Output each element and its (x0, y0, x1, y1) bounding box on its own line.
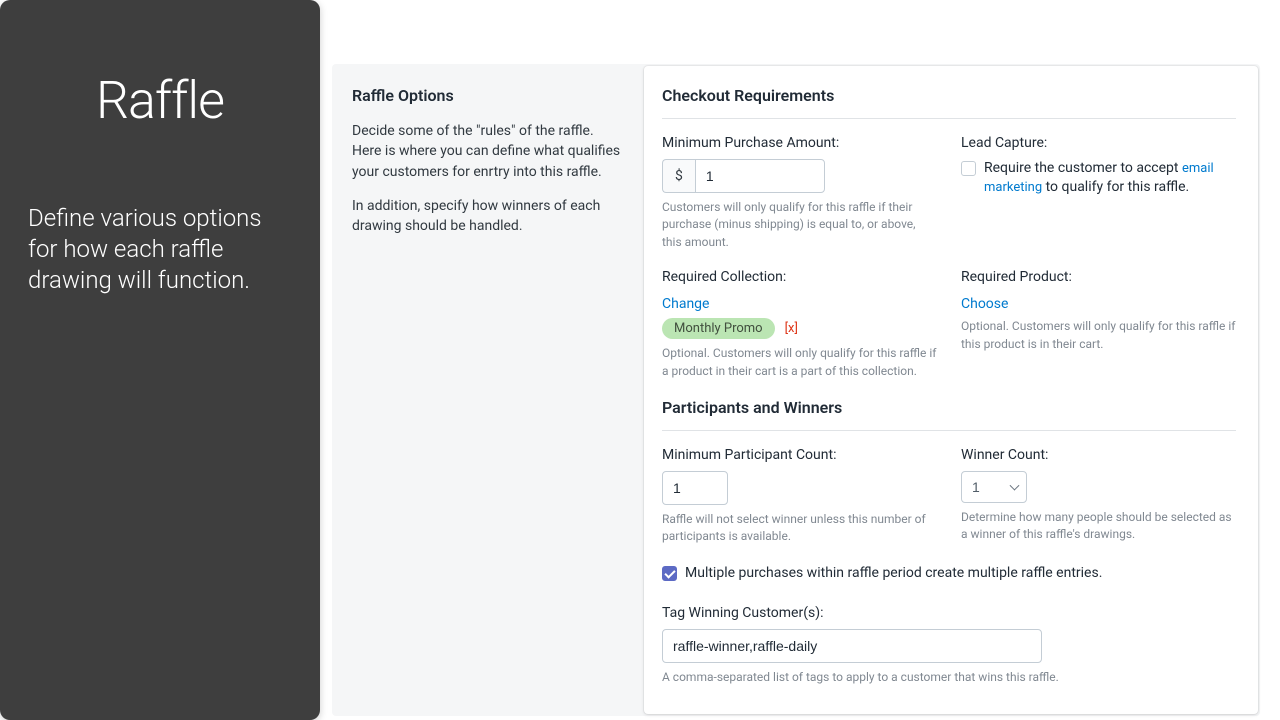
settings-card: Checkout Requirements Minimum Purchase A… (644, 66, 1258, 714)
required-product-field: Required Product: Choose Optional. Custo… (961, 269, 1236, 380)
lead-capture-field: Lead Capture: Require the customer to ac… (961, 135, 1236, 251)
required-collection-change-link[interactable]: Change (662, 296, 709, 312)
multiple-entries-row: Multiple purchases within raffle period … (662, 564, 1236, 583)
required-collection-help: Optional. Customers will only qualify fo… (662, 345, 937, 380)
page-title: Raffle (28, 70, 292, 131)
required-product-label: Required Product: (961, 269, 1236, 285)
tag-help: A comma-separated list of tags to apply … (662, 669, 1236, 686)
required-product-choose-link[interactable]: Choose (961, 296, 1008, 312)
min-participant-field: Minimum Participant Count: Raffle will n… (662, 447, 937, 546)
min-participant-label: Minimum Participant Count: (662, 447, 937, 463)
main-area: Raffle Options Decide some of the "rules… (320, 0, 1280, 720)
checkout-heading: Checkout Requirements (662, 86, 1236, 119)
main-panel: Raffle Options Decide some of the "rules… (332, 64, 1260, 716)
collection-pill: Monthly Promo (662, 318, 775, 339)
lead-capture-text-before: Require the customer to accept (984, 160, 1182, 176)
min-purchase-input[interactable] (695, 159, 825, 193)
lead-capture-row: Require the customer to accept email mar… (961, 159, 1236, 197)
participants-heading: Participants and Winners (662, 398, 1236, 431)
required-product-help: Optional. Customers will only qualify fo… (961, 318, 1236, 353)
required-collection-label: Required Collection: (662, 269, 937, 285)
lead-capture-text: Require the customer to accept email mar… (984, 159, 1236, 197)
row-counts: Minimum Participant Count: Raffle will n… (662, 447, 1236, 546)
multiple-entries-checkbox[interactable] (662, 566, 677, 581)
winner-count-field: Winner Count: 1 Determine how many peopl… (961, 447, 1236, 546)
tag-label: Tag Winning Customer(s): (662, 605, 1236, 621)
tag-field: Tag Winning Customer(s): A comma-separat… (662, 605, 1236, 686)
winner-count-select-wrap: 1 (961, 471, 1027, 503)
collection-remove[interactable]: [x] (785, 321, 798, 336)
sidebar: Raffle Define various options for how ea… (0, 0, 320, 720)
required-collection-field: Required Collection: Change Monthly Prom… (662, 269, 937, 380)
lead-capture-label: Lead Capture: (961, 135, 1236, 151)
currency-prefix: $ (662, 159, 695, 193)
required-collection-pill-row: Monthly Promo [x] (662, 312, 937, 339)
tag-input[interactable] (662, 629, 1042, 663)
row-required: Required Collection: Change Monthly Prom… (662, 269, 1236, 380)
page-subtitle: Define various options for how each raff… (28, 203, 292, 297)
intro-paragraph-1: Decide some of the "rules" of the raffle… (352, 121, 622, 182)
lead-capture-checkbox[interactable] (961, 161, 976, 176)
lead-capture-text-after: to qualify for this raffle. (1042, 179, 1189, 195)
winner-count-help: Determine how many people should be sele… (961, 509, 1236, 544)
min-purchase-field: Minimum Purchase Amount: $ Customers wil… (662, 135, 937, 251)
intro-column: Raffle Options Decide some of the "rules… (332, 64, 642, 716)
min-purchase-help: Customers will only qualify for this raf… (662, 199, 937, 251)
winner-count-select[interactable]: 1 (961, 471, 1027, 503)
min-purchase-label: Minimum Purchase Amount: (662, 135, 937, 151)
min-purchase-input-group: $ (662, 159, 937, 193)
intro-paragraph-2: In addition, specify how winners of each… (352, 196, 622, 237)
row-min-purchase: Minimum Purchase Amount: $ Customers wil… (662, 135, 1236, 251)
min-participant-help: Raffle will not select winner unless thi… (662, 511, 937, 546)
min-participant-input[interactable] (662, 471, 728, 505)
intro-heading: Raffle Options (352, 86, 622, 105)
multiple-entries-text: Multiple purchases within raffle period … (685, 564, 1102, 583)
winner-count-label: Winner Count: (961, 447, 1236, 463)
